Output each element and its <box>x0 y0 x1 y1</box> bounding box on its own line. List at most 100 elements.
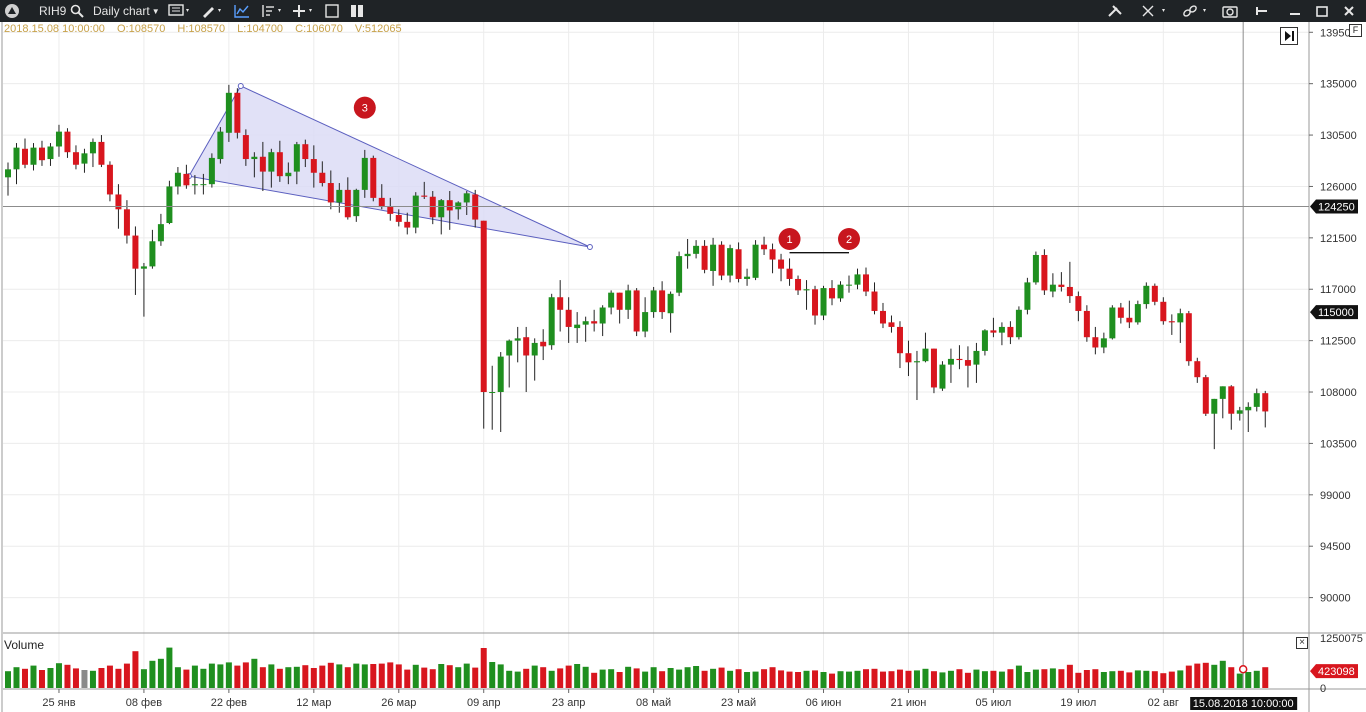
candle-down <box>1007 327 1013 337</box>
candle-up <box>1101 338 1107 347</box>
candle-down <box>107 165 113 195</box>
volume-bar <box>387 662 393 688</box>
candle-up <box>1050 285 1056 292</box>
triangle-handle <box>238 83 243 88</box>
time-tick-label: 23 апр <box>552 697 585 709</box>
price-tick-label: 90000 <box>1320 593 1351 605</box>
candle-up <box>175 173 181 187</box>
time-tick-label: 08 фев <box>126 697 162 709</box>
volume-bar <box>880 672 886 688</box>
crosshair-volume-dot <box>1240 666 1247 673</box>
candle-up <box>982 330 988 351</box>
candle-down <box>447 200 453 210</box>
volume-bar <box>523 669 529 688</box>
volume-close-button[interactable]: × <box>1296 637 1308 649</box>
volume-bar <box>999 672 1005 688</box>
candle-up <box>251 157 257 159</box>
volume-bar <box>515 672 521 688</box>
scroll-to-end-button[interactable] <box>1280 27 1298 45</box>
volume-bar <box>863 669 869 688</box>
volume-bar <box>795 672 801 688</box>
candle-down <box>39 148 45 161</box>
volume-bar <box>404 670 410 688</box>
candle-down <box>379 198 385 207</box>
volume-bar <box>81 670 87 688</box>
volume-bar <box>345 667 351 688</box>
candle-up <box>846 285 852 286</box>
candle-up <box>498 357 504 392</box>
volume-bar <box>1262 667 1268 688</box>
volume-bar <box>447 665 453 688</box>
volume-last-badge: 423098 <box>1318 666 1355 678</box>
volume-bar <box>200 669 206 688</box>
volume-bar <box>175 667 181 688</box>
volume-bar <box>905 671 911 688</box>
candle-up <box>90 142 96 153</box>
volume-bar <box>141 669 147 688</box>
volume-bar <box>319 666 325 688</box>
volume-bar <box>574 664 580 688</box>
time-tick-label: 19 июл <box>1060 697 1096 709</box>
candle-down <box>702 246 708 270</box>
candle-down <box>370 158 376 198</box>
f-badge[interactable]: F <box>1349 24 1362 37</box>
volume-bar <box>1143 671 1149 688</box>
time-tick-label: 21 июн <box>891 697 927 709</box>
candle-down <box>829 288 835 298</box>
volume-bar <box>498 664 504 688</box>
candle-down <box>863 274 869 291</box>
volume-bar <box>302 665 308 688</box>
volume-bar <box>1118 671 1124 688</box>
volume-bar <box>761 669 767 688</box>
volume-bar <box>965 673 971 688</box>
candle-down <box>1041 255 1047 290</box>
candle-down <box>430 197 436 218</box>
price-tick-label: 130500 <box>1320 130 1357 142</box>
candle-down <box>1084 311 1090 337</box>
candle-down <box>319 173 325 183</box>
volume-bar <box>22 669 28 688</box>
time-tick-label: 09 апр <box>467 697 500 709</box>
candle-down <box>719 245 725 276</box>
last-price-badge: 115000 <box>1318 307 1354 319</box>
candle-down <box>1058 285 1064 287</box>
volume-bar <box>124 664 130 688</box>
candle-up <box>464 193 470 202</box>
candle-up <box>693 246 699 254</box>
candle-up <box>30 148 36 165</box>
candle-down <box>311 159 317 173</box>
volume-bar <box>1186 666 1192 688</box>
candle-up <box>209 158 215 184</box>
ohlc-readout: 2018.15.08 10:00:00 O:108570 H:108570 L:… <box>4 22 411 37</box>
candle-down <box>183 174 189 185</box>
candle-down <box>956 359 962 360</box>
volume-bar <box>1058 669 1064 688</box>
volume-bar <box>47 668 53 688</box>
candle-up <box>141 266 147 268</box>
candle-up <box>532 343 538 356</box>
candle-down <box>387 207 393 214</box>
volume-bar <box>209 664 215 688</box>
volume-bar <box>685 667 691 688</box>
candle-up <box>821 288 827 315</box>
volume-bar <box>990 671 996 688</box>
annotation-label-3: 3 <box>362 103 368 115</box>
volume-bar <box>1016 666 1022 688</box>
volume-bar <box>90 671 96 688</box>
candle-up <box>727 248 733 275</box>
candle-up <box>685 254 691 256</box>
time-tick-label: 05 июл <box>975 697 1011 709</box>
volume-bar <box>506 671 512 688</box>
candle-up <box>753 245 759 278</box>
candle-down <box>1126 318 1132 323</box>
candle-up <box>1245 407 1251 410</box>
candle-down <box>1160 302 1166 321</box>
candle-down <box>761 245 767 250</box>
volume-bar <box>438 664 444 688</box>
volume-bar <box>328 663 334 688</box>
volume-bar <box>549 671 555 688</box>
candle-down <box>1092 337 1098 347</box>
volume-bar <box>557 668 563 688</box>
volume-panel-title: Volume <box>4 638 44 652</box>
